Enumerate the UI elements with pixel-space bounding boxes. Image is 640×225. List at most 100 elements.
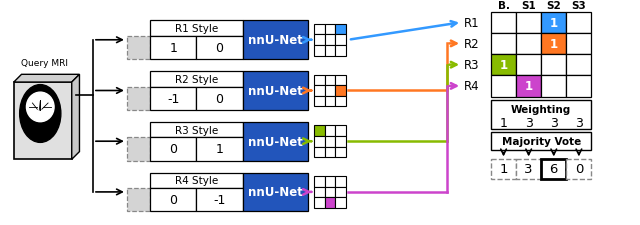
Bar [335,176,346,187]
Text: R3 Style: R3 Style [175,125,218,135]
Bar [150,173,243,188]
Text: 1: 1 [499,59,508,72]
Bar [314,187,325,197]
Text: nnU-Net: nnU-Net [248,135,303,148]
Bar [314,25,325,35]
Bar [150,188,196,211]
Bar [127,87,150,110]
Bar [325,147,335,158]
Bar [335,126,346,136]
Text: 1: 1 [525,80,532,93]
Text: R4: R4 [464,80,479,93]
Text: nnU-Net: nnU-Net [248,85,303,98]
Text: Majority Vote: Majority Vote [502,136,581,146]
Bar [335,75,346,86]
Bar [566,12,591,34]
Bar [491,34,516,55]
Bar [150,122,243,138]
Bar [491,160,516,179]
Bar [566,55,591,76]
Text: 1: 1 [550,17,558,29]
Polygon shape [14,75,79,83]
Bar [243,72,308,110]
Bar [196,87,243,110]
Bar [314,147,325,158]
Bar [335,96,346,107]
Bar [335,136,346,147]
Bar [196,188,243,211]
Bar [243,21,308,60]
Bar [516,34,541,55]
Bar [127,37,150,60]
Bar [243,122,308,161]
Text: 3: 3 [525,117,532,130]
Text: R3: R3 [464,59,479,72]
Bar [516,160,541,179]
Bar [325,75,335,86]
Text: R2: R2 [464,38,479,51]
Bar [335,197,346,208]
Bar [491,55,516,76]
Bar [335,86,346,96]
Polygon shape [72,75,79,160]
Text: 0: 0 [575,163,583,176]
Bar [566,76,591,97]
Text: S1: S1 [521,1,536,11]
Bar [150,37,196,60]
Text: 1: 1 [216,143,223,156]
Bar [335,187,346,197]
Bar [314,176,325,187]
Bar [196,138,243,161]
Bar [516,76,541,97]
Bar [325,86,335,96]
Bar [335,25,346,35]
Bar [566,34,591,55]
Ellipse shape [26,93,54,122]
Text: R1 Style: R1 Style [175,24,218,34]
Bar [516,12,541,34]
Bar [314,126,325,136]
Bar [491,101,591,130]
Text: -1: -1 [167,92,179,105]
Bar [541,34,566,55]
Text: 0: 0 [216,42,223,55]
Text: 0: 0 [169,143,177,156]
Bar [196,37,243,60]
Bar [566,160,591,179]
Bar [325,197,335,208]
Bar [150,87,196,110]
Text: 1: 1 [499,163,508,176]
Bar [325,136,335,147]
Bar [541,12,566,34]
Bar [541,76,566,97]
Bar [14,83,72,160]
Text: 1: 1 [550,38,558,51]
Bar [150,138,196,161]
Text: 0: 0 [216,92,223,105]
Text: Weighting: Weighting [511,105,572,115]
Bar [491,76,516,97]
Bar [335,147,346,158]
Bar [127,188,150,211]
Bar [314,136,325,147]
Text: 6: 6 [550,163,558,176]
Bar [314,86,325,96]
Bar [314,35,325,46]
Bar [314,75,325,86]
Text: B.: B. [497,1,509,11]
Bar [325,96,335,107]
Bar [325,187,335,197]
Bar [127,138,150,161]
Text: -1: -1 [213,193,226,206]
Text: S3: S3 [572,1,586,11]
Bar [335,35,346,46]
Text: 3: 3 [550,117,557,130]
Text: 3: 3 [575,117,583,130]
Text: 0: 0 [169,193,177,206]
Bar [150,72,243,87]
Text: R4 Style: R4 Style [175,176,218,185]
Bar [314,96,325,107]
Bar [314,197,325,208]
Bar [491,12,516,34]
Bar [516,55,541,76]
